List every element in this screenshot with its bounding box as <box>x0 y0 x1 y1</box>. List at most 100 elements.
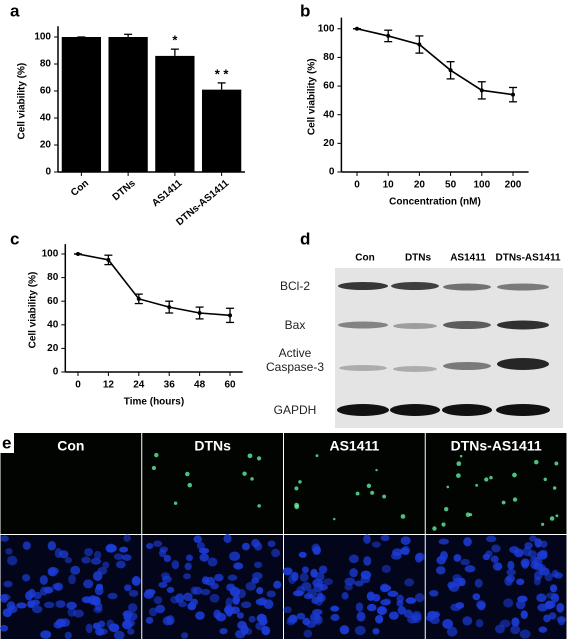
nucleus <box>183 592 193 602</box>
nucleus <box>55 600 66 608</box>
nucleus <box>474 578 483 588</box>
nucleus <box>93 606 103 614</box>
nucleus <box>153 596 163 605</box>
nucleus <box>131 576 141 586</box>
nucleus <box>266 590 276 598</box>
nucleus <box>404 578 415 587</box>
green-cell <box>185 471 190 477</box>
x-tick-label: 48 <box>194 380 206 391</box>
nucleus <box>107 592 118 600</box>
green-cell <box>370 490 375 495</box>
nucleus <box>416 552 425 561</box>
nucleus <box>538 626 548 633</box>
nuclei-image <box>0 535 142 639</box>
nucleus <box>185 554 194 562</box>
blot-row-label: GAPDH <box>273 403 317 417</box>
nucleus <box>429 589 439 597</box>
nucleus <box>199 553 209 562</box>
error-bar <box>170 48 179 56</box>
nucleus <box>453 554 462 562</box>
nucleus <box>509 546 520 554</box>
nucleus <box>184 562 192 571</box>
point <box>106 257 111 262</box>
x-tick-label: 0 <box>75 380 81 391</box>
green-cell <box>456 473 461 478</box>
nucleus <box>463 537 472 547</box>
nucleus <box>520 610 528 620</box>
green-cell <box>534 459 539 465</box>
nucleus <box>524 542 533 549</box>
nucleus <box>299 572 309 582</box>
nucleus <box>403 609 413 618</box>
bar <box>108 37 148 172</box>
nucleus <box>22 541 31 550</box>
nucleus <box>511 617 520 627</box>
significance-mark: * <box>172 33 178 48</box>
nucleus <box>344 577 356 586</box>
nucleus <box>55 618 66 628</box>
bar <box>61 37 102 172</box>
nucleus <box>232 595 240 605</box>
nucleus <box>155 604 166 614</box>
nucleus <box>397 605 406 615</box>
blot-row-label: Bax <box>284 318 306 332</box>
nucleus <box>356 611 366 622</box>
y-tick-label: 100 <box>318 23 335 34</box>
nucleus <box>229 551 241 561</box>
green-cell <box>501 500 506 505</box>
nucleus <box>0 624 9 632</box>
green-cell <box>366 483 372 489</box>
nucleus <box>113 553 124 560</box>
nucleus <box>482 553 491 561</box>
nucleus <box>330 613 340 622</box>
nucleus <box>85 623 93 634</box>
green-cell <box>242 471 247 476</box>
nucleus <box>381 565 391 573</box>
significance-mark: * * <box>215 66 230 81</box>
nucleus <box>519 629 531 639</box>
green-cell <box>555 514 559 518</box>
nucleus <box>7 555 18 566</box>
nucleus <box>47 567 56 577</box>
point <box>75 252 80 256</box>
nucleus <box>92 571 103 581</box>
nucleus <box>170 595 180 604</box>
nucleus <box>438 538 449 545</box>
nucleus <box>436 555 446 565</box>
nucleus <box>475 600 486 609</box>
nucleus <box>252 572 263 580</box>
nucleus <box>40 630 52 639</box>
nucleus <box>283 606 292 614</box>
nucleus <box>70 565 81 575</box>
nucleus <box>128 589 139 597</box>
nucleus <box>148 607 158 617</box>
y-tick-label: 100 <box>34 32 51 43</box>
green-cell <box>151 465 157 471</box>
panel-label: b <box>300 1 310 20</box>
x-tick-label: 10 <box>383 180 395 191</box>
line <box>77 253 231 317</box>
nucleus <box>181 632 189 639</box>
x-tick-label: 36 <box>164 380 176 391</box>
nucleus <box>163 554 172 563</box>
nucleus <box>241 542 251 551</box>
green-cell <box>446 485 450 489</box>
x-tick-label: 24 <box>133 380 145 391</box>
column-label: DTNs <box>194 438 231 454</box>
nucleus <box>446 626 458 637</box>
y-tick-label: 20 <box>323 138 335 149</box>
green-cell <box>512 497 518 502</box>
nucleus <box>94 585 104 596</box>
nucleus <box>318 565 328 574</box>
green-cell <box>257 504 261 508</box>
y-tick-label: 0 <box>329 167 335 178</box>
nucleus <box>178 601 187 608</box>
nucleus <box>223 534 232 544</box>
green-cell <box>294 486 299 491</box>
nucleus <box>543 614 551 623</box>
point <box>197 311 202 315</box>
error-bar <box>124 33 133 37</box>
green-cell <box>256 456 262 461</box>
x-axis-label: Concentration (nM) <box>389 197 481 208</box>
nucleus <box>298 551 307 558</box>
